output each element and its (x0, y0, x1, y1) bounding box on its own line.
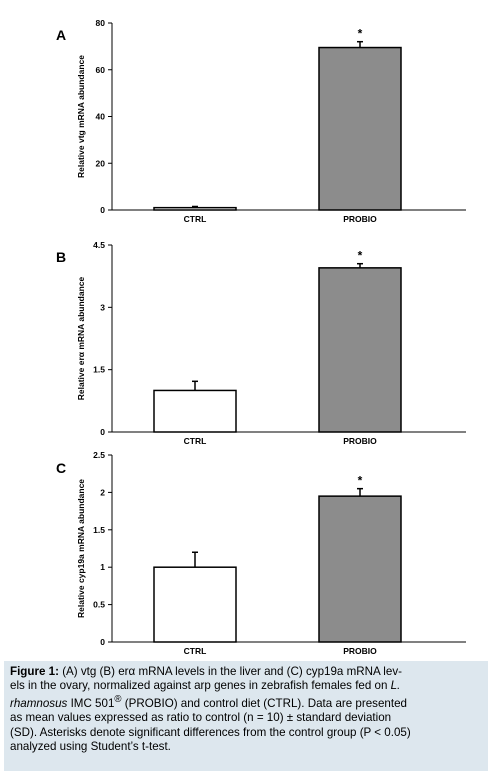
significance-marker: * (358, 27, 363, 41)
caption-line-2: els in the ovary, normalized against arp… (10, 679, 401, 693)
bar-probio (318, 495, 402, 643)
panel-letter: C (56, 460, 66, 476)
panel-b: B Relative erα mRNA abundance CTRL * PROBIO 0… (56, 240, 466, 446)
y-tick-label: 2 (100, 487, 105, 497)
y-tick-label: 3 (100, 302, 105, 312)
caption-line-6: analyzed using Student’s t-test. (10, 739, 171, 753)
y-axis-label: Relative erα mRNA abundance (76, 276, 86, 400)
caption-line-1: Figure 1: (A) vtg (B) erα mRNA levels in… (10, 665, 402, 678)
category-label-probio: PROBIO (343, 214, 377, 224)
panel-a: A Relative vtg mRNA abundance CTRL * PROBIO 0… (56, 18, 466, 224)
y-tick-label: 0.5 (93, 600, 105, 610)
category-label-probio: PROBIO (343, 436, 377, 446)
caption-line-3: rhamnosus IMC 501® (PROBIO) and control … (10, 694, 407, 711)
panel-letter: A (56, 27, 66, 43)
bar-ctrl (153, 389, 237, 433)
panel-c: C Relative cyp19a mRNA abundance CTRL * PROB… (56, 450, 466, 656)
y-axis-label: Relative cyp19a mRNA abundance (76, 479, 86, 618)
caption-label: Figure 1: (10, 665, 59, 678)
y-tick-label: 0 (100, 205, 105, 215)
y-tick-label: 1 (100, 562, 105, 572)
bar-probio (318, 46, 402, 211)
panel-letter: B (56, 249, 66, 265)
y-tick-label: 20 (96, 158, 106, 168)
y-tick-label: 0 (100, 637, 105, 647)
y-tick-label: 80 (96, 18, 106, 28)
bar-probio (318, 267, 402, 433)
y-tick-label: 40 (96, 112, 106, 122)
y-tick-label: 2.5 (93, 450, 105, 460)
caption-line-4: as mean values expressed as ratio to con… (10, 711, 392, 725)
y-tick-label: 1.5 (93, 365, 105, 375)
significance-marker: * (358, 474, 363, 488)
bar-ctrl (153, 566, 237, 643)
y-tick-label: 0 (100, 427, 105, 437)
caption-line-5: (SD). Asterisks denote significant diffe… (10, 725, 411, 739)
category-label-ctrl: CTRL (184, 646, 207, 656)
y-tick-label: 1.5 (93, 525, 105, 535)
category-label-ctrl: CTRL (184, 436, 207, 446)
figure-panels: A Relative vtg mRNA abundance CTRL * PROBIO 0… (56, 18, 466, 656)
figure-caption: Figure 1: (A) vtg (B) erα mRNA levels in… (4, 661, 488, 771)
y-tick-label: 60 (96, 65, 106, 75)
category-label-ctrl: CTRL (184, 214, 207, 224)
significance-marker: * (358, 249, 363, 263)
y-axis-label: Relative vtg mRNA abundance (76, 55, 86, 178)
y-tick-label: 4.5 (93, 240, 105, 250)
category-label-probio: PROBIO (343, 646, 377, 656)
